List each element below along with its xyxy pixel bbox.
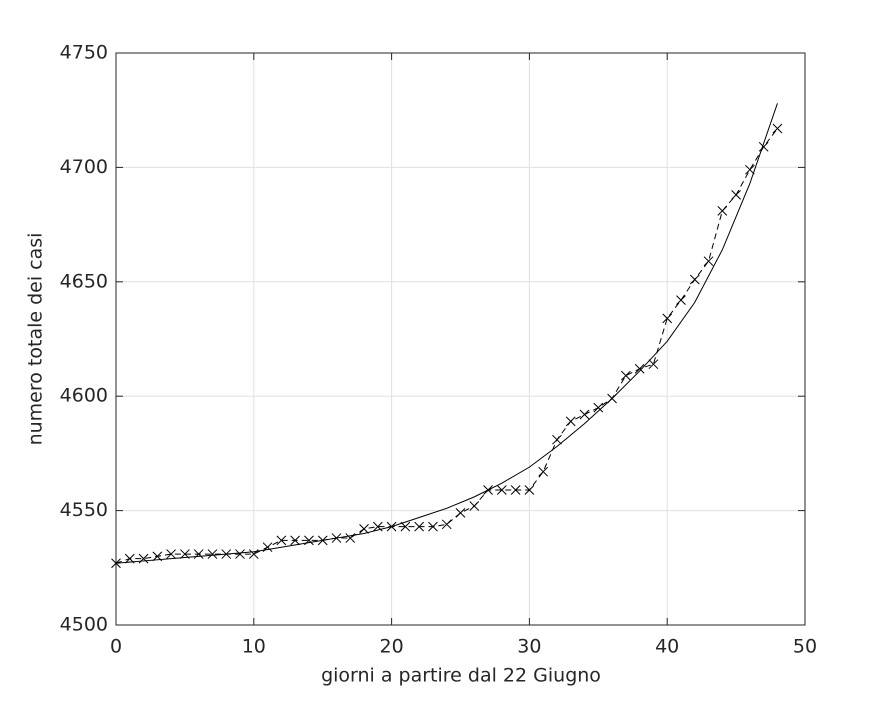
y-tick-label: 4750: [60, 42, 108, 64]
data-marker: [621, 370, 631, 381]
data-marker: [772, 123, 783, 134]
data-marker: [510, 485, 521, 495]
data-marker: [579, 409, 590, 420]
y-tick-label: 4650: [60, 270, 108, 292]
data-marker: [469, 501, 480, 511]
data-marker: [496, 485, 507, 495]
data-marker: [745, 164, 755, 175]
data-marker: [428, 521, 438, 532]
data-marker: [662, 313, 673, 324]
data-marker: [524, 485, 535, 495]
x-tick-label: 40: [655, 636, 679, 658]
data-marker: [400, 521, 411, 532]
data-marker: [207, 549, 218, 559]
data-marker: [359, 524, 369, 534]
data-marker: [290, 535, 300, 546]
x-tick-label: 10: [242, 636, 266, 658]
data-marker: [731, 190, 741, 200]
y-axis-label: numero totale dei casi: [25, 233, 47, 446]
data-marker: [552, 434, 562, 445]
x-tick-label: 50: [793, 636, 817, 658]
x-axis-label: giorni a partire dal 22 Giugno: [321, 665, 601, 687]
data-marker: [441, 519, 452, 530]
y-tick-label: 4550: [60, 499, 108, 521]
data-marker: [455, 508, 466, 518]
data-marker: [538, 466, 549, 477]
data-marker: [166, 549, 176, 559]
data-marker: [565, 416, 576, 427]
data-marker: [276, 535, 287, 546]
data-marker: [758, 141, 769, 152]
data-marker: [676, 295, 686, 305]
x-tick-label: 20: [380, 636, 404, 658]
data-marker: [235, 549, 245, 559]
plot-frame: [115, 52, 806, 626]
data-marker: [689, 274, 700, 285]
data-marker: [414, 521, 425, 532]
data-marker: [648, 359, 659, 370]
data-marker: [717, 206, 728, 216]
series-line: [115, 103, 778, 564]
x-tick-label: 0: [110, 636, 122, 658]
data-marker: [634, 363, 645, 374]
y-tick-label: 4600: [60, 385, 108, 407]
data-marker: [593, 402, 604, 413]
y-tick-label: 4500: [60, 614, 108, 636]
data-marker: [703, 256, 714, 267]
series-line: [115, 128, 778, 564]
x-tick-label: 30: [517, 636, 541, 658]
y-tick-label: 4700: [60, 156, 108, 178]
